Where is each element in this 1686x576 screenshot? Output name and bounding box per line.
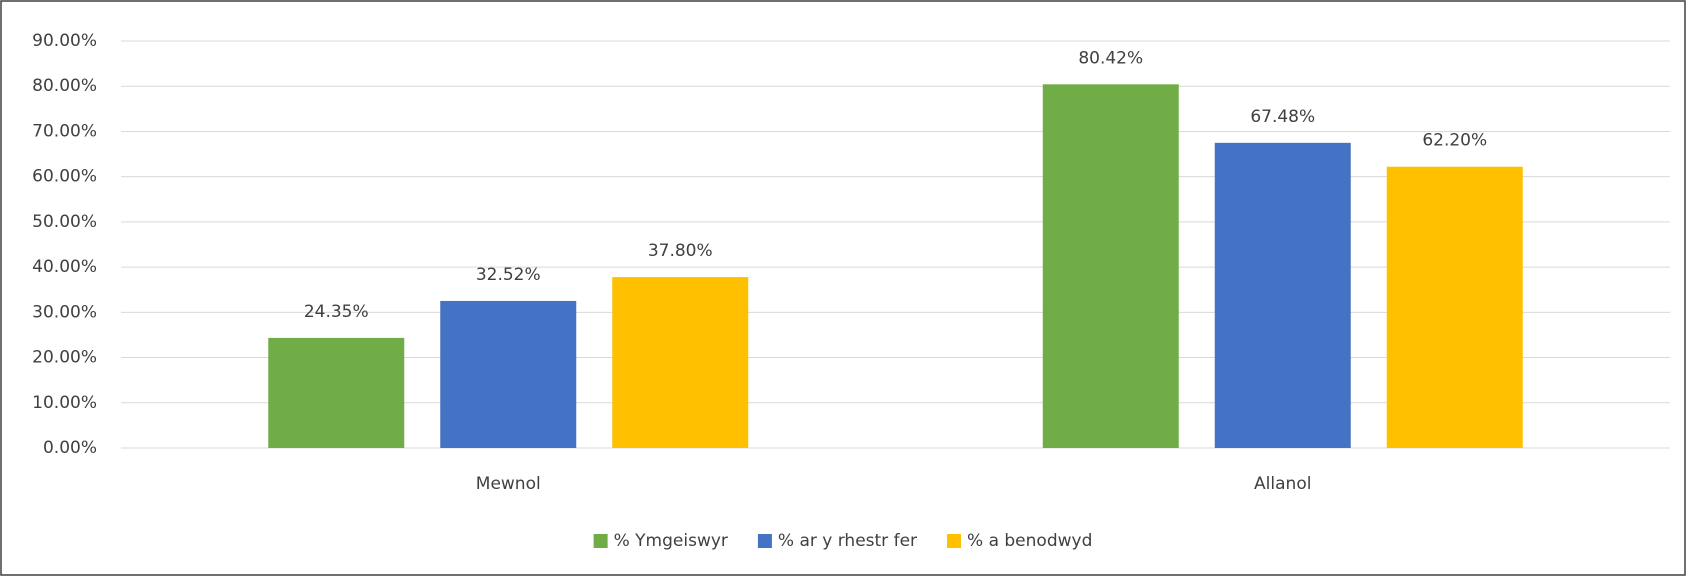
bar [1386,166,1523,448]
x-tick-label: Allanol [1254,474,1311,494]
y-tick-label: 40.00% [32,257,97,277]
data-label: 67.48% [1250,107,1315,127]
y-tick-label: 0.00% [43,438,97,458]
y-tick-label: 90.00% [32,31,97,51]
bar [268,337,405,448]
y-tick-label: 80.00% [32,76,97,96]
x-tick-label: Mewnol [476,474,541,494]
data-label: 62.20% [1422,131,1487,151]
data-label: 24.35% [304,302,369,322]
legend-label: % a benodwyd [967,531,1092,551]
y-tick-label: 10.00% [32,393,97,413]
y-tick-label: 50.00% [32,212,97,232]
legend-swatch [947,534,962,548]
data-label: 80.42% [1078,48,1143,68]
legend-swatch [593,534,608,548]
bar [1214,142,1351,448]
legend-label: % ar y rhestr fer [778,531,917,551]
data-label: 37.80% [648,241,713,261]
y-tick-label: 70.00% [32,121,97,141]
bar [1042,84,1179,449]
data-label: 32.52% [476,265,541,285]
y-tick-label: 30.00% [32,302,97,322]
legend-swatch [757,534,772,548]
bar [440,300,577,448]
bar [612,277,749,448]
legend-label: % Ymgeiswyr [614,531,728,551]
y-tick-label: 60.00% [32,167,97,187]
y-tick-label: 20.00% [32,348,97,368]
